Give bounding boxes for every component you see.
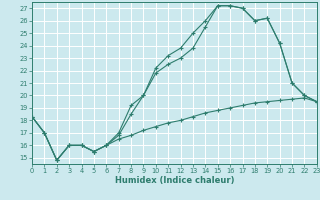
X-axis label: Humidex (Indice chaleur): Humidex (Indice chaleur) [115,176,234,185]
